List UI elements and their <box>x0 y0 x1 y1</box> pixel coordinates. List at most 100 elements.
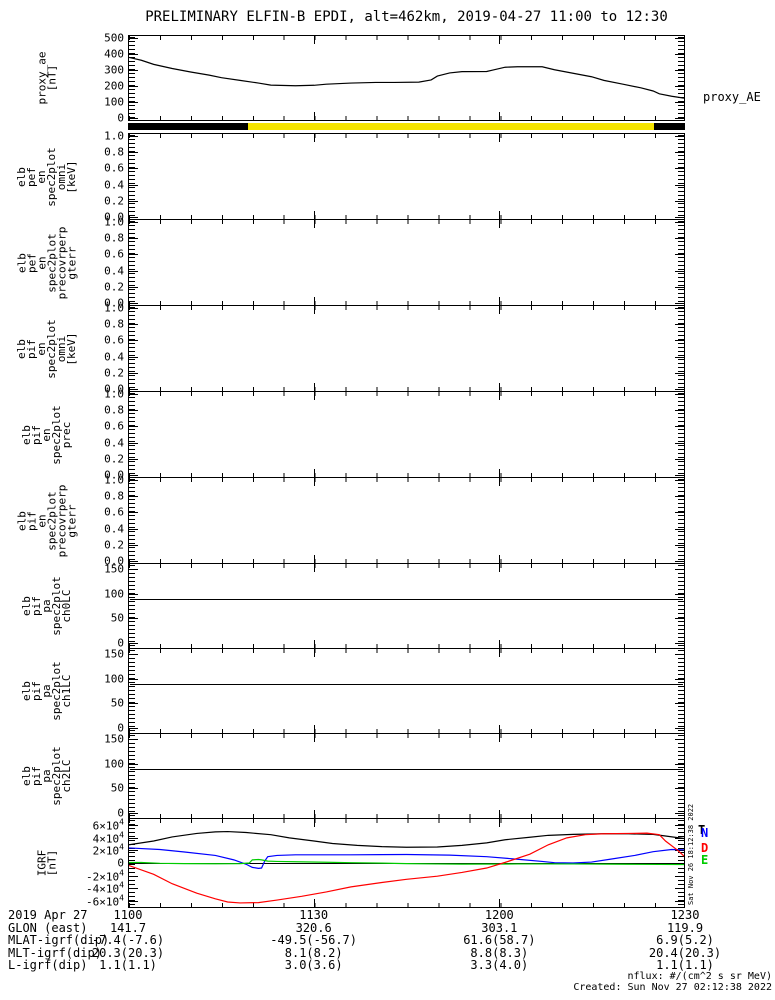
ninety-degree-line <box>130 598 683 600</box>
panel-label-text: elb pif pa spec2plot ch1LC <box>19 661 73 721</box>
time-axis-value: 303.1 <box>481 920 518 935</box>
y-major-tick <box>129 728 138 730</box>
y-major-tick <box>129 117 138 119</box>
y-minor-ticks-left <box>129 735 135 817</box>
y-major-tick <box>675 788 684 790</box>
x-major-tick <box>499 392 500 400</box>
y-tick-label: 0.2 <box>104 366 124 380</box>
panel-IGRF: 6×104 4×104 2×104 0 -2×104 -4×104 -6×104 IGRF [… <box>35 818 685 908</box>
time-axis-value: -49.5(-56.7) <box>270 933 357 948</box>
side-timestamp: Sat Nov 26 18:12:38 2022 <box>687 803 695 905</box>
y-major-tick <box>129 593 138 595</box>
y-major-tick <box>129 254 138 256</box>
y-tick-label: 0.2 <box>104 452 124 466</box>
y-major-tick <box>129 270 138 272</box>
y-minor-ticks-right <box>678 735 684 817</box>
y-major-tick <box>129 528 138 530</box>
y-tick-label: 0.0 <box>104 468 124 482</box>
y-major-tick <box>675 372 684 374</box>
y-major-tick <box>129 101 138 103</box>
y-tick-label: 100 <box>104 757 124 771</box>
y-major-tick <box>129 168 138 170</box>
y-tick-label: 0.2 <box>104 194 124 208</box>
y-major-tick <box>675 168 684 170</box>
y-tick-label: -4×104 <box>86 880 124 896</box>
y-tick-label: 0.2 <box>104 538 124 552</box>
y-major-tick <box>675 270 684 272</box>
x-major-tick <box>499 640 500 648</box>
panel-label-text: IGRF [nT] <box>35 849 58 877</box>
panel-elb_pif_en_spec2plot_omni: 1.0 0.8 0.6 0.4 0.2 0.0 elb pif en spec2plot o… <box>15 302 685 395</box>
time-tick-label: 1130 <box>299 908 329 922</box>
y-major-tick <box>675 302 684 304</box>
series-E <box>129 860 684 865</box>
science-zone-segment <box>653 123 685 130</box>
y-major-tick <box>129 763 138 765</box>
y-minor-ticks-left <box>129 565 135 647</box>
x-major-tick <box>313 734 315 742</box>
y-major-tick <box>129 788 138 790</box>
y-major-tick <box>675 458 684 460</box>
y-minor-ticks-right <box>678 37 684 119</box>
y-major-tick <box>129 653 138 655</box>
y-major-tick <box>675 117 684 119</box>
y-major-tick <box>675 38 684 40</box>
y-tick-label: 0 <box>117 721 124 735</box>
y-tick-label: 0 <box>117 636 124 650</box>
y-minor-ticks-right <box>678 135 684 218</box>
y-tick-label: 0.0 <box>104 382 124 396</box>
y-major-tick <box>675 544 684 546</box>
y-tick-label: 2×104 <box>92 843 124 858</box>
y-tick-label: 0.4 <box>104 350 124 364</box>
y-tick-label: 50 <box>110 781 124 795</box>
y-major-tick <box>675 308 684 310</box>
time-axis-row-label: L-igrf(dip) <box>8 958 88 973</box>
panel-label-text: elb pif en spec2plot prec <box>19 404 73 465</box>
y-major-tick <box>129 875 138 877</box>
panel-elb_pef_en_spec2plot_omni: 1.0 0.8 0.6 0.4 0.2 0.0 elb pef en spec2plot o… <box>15 130 685 223</box>
x-major-tick <box>313 297 315 305</box>
x-major-tick <box>313 478 315 486</box>
y-major-tick <box>675 184 684 186</box>
x-major-tick <box>499 649 500 657</box>
y-major-tick <box>675 593 684 595</box>
time-axis-value: 20.3(20.3) <box>91 945 165 960</box>
x-major-tick <box>499 899 500 907</box>
y-tick-label: 6×104 <box>92 817 124 833</box>
panel-elb_pif_pa_spec2plot_ch2LC: 150 100 50 0 elb pif pa spec2plot ch2LC <box>20 732 685 820</box>
time-axis-value: 141.7 <box>109 920 147 935</box>
y-major-tick <box>129 618 138 620</box>
y-tick-label: -6×104 <box>86 893 124 909</box>
x-major-tick <box>499 211 500 219</box>
time-axis-row-label: GLON (east) <box>8 920 88 935</box>
x-major-tick <box>313 36 315 44</box>
y-major-tick <box>675 728 684 730</box>
y-major-tick <box>675 222 684 224</box>
y-major-tick <box>129 308 138 310</box>
x-minor-ticks-top <box>129 392 684 396</box>
y-tick-label: 1.0 <box>104 387 124 401</box>
y-major-tick <box>675 512 684 514</box>
y-major-tick <box>129 512 138 514</box>
x-major-tick <box>499 36 500 44</box>
panel-label: elb pif en spec2plot prec <box>9 392 85 477</box>
panel-label: proxy_ae [nT] <box>9 36 85 120</box>
y-minor-ticks-left <box>129 135 135 218</box>
y-major-tick <box>129 356 138 358</box>
y-major-tick <box>129 54 138 56</box>
time-axis-value: 8.8(8.3) <box>470 945 529 960</box>
created-timestamp: Created: Sun Nov 27 02:12:38 2022 <box>573 982 772 993</box>
y-major-tick <box>129 388 138 390</box>
time-axis-value: 1.1(1.1) <box>656 958 714 973</box>
x-minor-ticks-bottom <box>129 473 684 477</box>
y-tick-label: 50 <box>110 611 124 625</box>
y-major-tick <box>129 85 138 87</box>
y-major-tick <box>675 54 684 56</box>
x-minor-ticks-bottom <box>129 814 684 818</box>
y-minor-ticks-left <box>129 479 135 562</box>
y-major-tick <box>129 850 138 852</box>
plot-title: PRELIMINARY ELFIN-B EPDI, alt=462km, 201… <box>145 9 668 25</box>
x-major-tick <box>313 134 315 142</box>
y-major-tick <box>129 216 138 218</box>
x-minor-ticks-bottom <box>129 116 684 120</box>
